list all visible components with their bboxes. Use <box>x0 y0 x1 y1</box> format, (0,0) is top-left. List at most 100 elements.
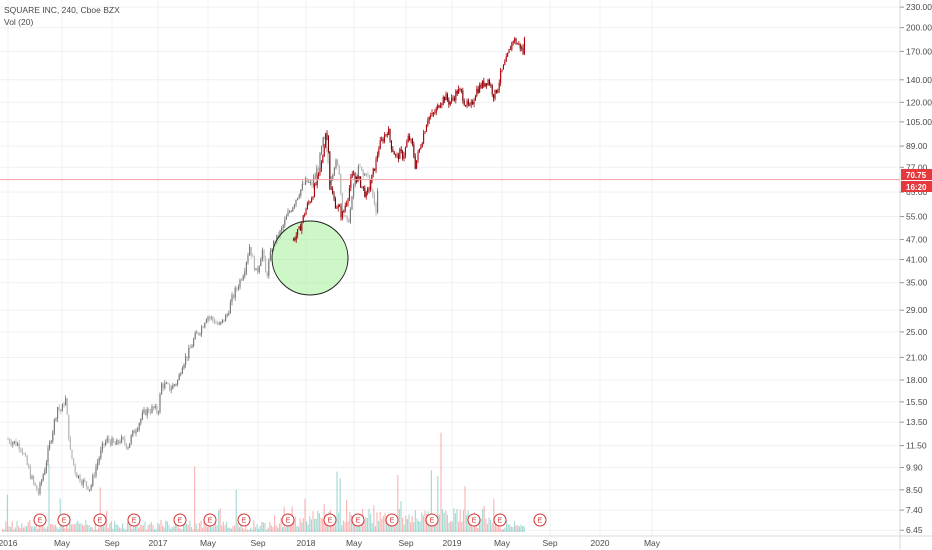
earnings-circle <box>33 513 47 527</box>
hist-candle-body <box>325 138 327 149</box>
proj-candle-body <box>341 212 343 218</box>
volume-bar <box>394 526 396 532</box>
countdown-value: 16:20 <box>906 183 927 192</box>
price-axis[interactable]: 6.45 7.40 8.50 9.90 11.50 13.50 15.50 18.00 21.0… <box>899 0 932 550</box>
proj-candle-body <box>516 43 518 45</box>
volume-bar <box>117 524 119 532</box>
proj-candle-body <box>334 198 336 209</box>
volume-bar <box>355 521 357 532</box>
proj-candle-body <box>451 97 453 102</box>
volume-bar <box>483 505 485 532</box>
earnings-marker[interactable]: E <box>425 513 439 527</box>
volume-bar <box>122 523 124 532</box>
volume-bar <box>213 526 215 532</box>
hist-candle-body <box>76 472 78 478</box>
hist-candle-body <box>111 438 113 446</box>
hist-candle-body <box>82 479 84 485</box>
earnings-letter: E <box>38 518 43 525</box>
hist-candle-body <box>45 462 47 471</box>
earnings-marker[interactable]: E <box>533 513 547 527</box>
hist-candle-body <box>263 250 265 259</box>
proj-candle-body <box>298 226 300 230</box>
volume-bar <box>98 527 100 532</box>
earnings-marker[interactable]: E <box>203 513 217 527</box>
hist-candle-body <box>129 443 131 448</box>
earnings-marker[interactable]: E <box>127 513 141 527</box>
earnings-circle <box>93 513 107 527</box>
hist-candle-body <box>149 412 151 414</box>
hist-candle-body <box>298 195 300 199</box>
earnings-marker[interactable]: E <box>173 513 187 527</box>
hist-candle-body <box>68 414 70 440</box>
volume-bar <box>296 525 298 532</box>
earnings-marker[interactable]: E <box>351 513 365 527</box>
hist-candle-body <box>55 418 57 420</box>
volume-bar <box>139 524 141 532</box>
volume-bar <box>320 517 322 532</box>
hist-candle-body <box>293 204 295 208</box>
proj-candle-body <box>383 135 385 142</box>
hist-candle-body <box>119 442 121 443</box>
volume-bar <box>186 523 188 532</box>
hist-candle-body <box>249 246 251 256</box>
volume-bar <box>384 513 386 532</box>
earnings-letter: E <box>178 518 183 525</box>
proj-candle-body <box>470 101 472 105</box>
volume-bar <box>278 523 280 532</box>
volume-bar <box>194 466 196 532</box>
hist-candle-body <box>90 485 92 490</box>
volume-bar <box>368 508 370 532</box>
volume-bar <box>434 524 436 532</box>
volume-bar <box>267 527 269 532</box>
volume-indicator-label[interactable]: Vol (20) <box>4 17 34 27</box>
volume-bar <box>363 520 365 532</box>
earnings-marker[interactable]: E <box>323 513 337 527</box>
proj-candle-body <box>469 104 471 106</box>
hist-candle-body <box>289 211 291 213</box>
volume-bar <box>302 517 304 532</box>
earnings-marker[interactable]: E <box>281 513 295 527</box>
volume-bar <box>408 514 410 532</box>
volume-bar <box>58 528 60 532</box>
y-tick-label: 7.40 <box>906 505 923 515</box>
hist-candle-body <box>295 199 297 205</box>
proj-candle-body <box>297 229 299 236</box>
volume-bar <box>114 521 116 532</box>
volume-bar <box>421 512 423 532</box>
time-axis[interactable]: 2016 May Sep 2017 May Sep 2018 May Sep 2019 May Sep… <box>0 535 932 548</box>
volume-bar <box>349 512 351 532</box>
hist-candle-body <box>202 326 204 328</box>
earnings-marker[interactable]: E <box>33 513 47 527</box>
volume-bar <box>304 498 306 532</box>
volume-bar <box>416 518 418 532</box>
earnings-marker[interactable]: E <box>57 513 71 527</box>
hist-candle-body <box>309 182 311 183</box>
volume-bar <box>488 517 490 532</box>
earnings-marker[interactable]: E <box>237 513 251 527</box>
volume-bar <box>238 527 240 532</box>
proj-candle-body <box>416 160 418 169</box>
volume-bar <box>32 526 34 532</box>
volume-bar <box>90 527 92 532</box>
hist-candle-body <box>365 173 367 175</box>
volume-bar <box>214 523 216 532</box>
earnings-marker[interactable]: E <box>493 513 507 527</box>
volume-bar <box>198 522 200 532</box>
hist-candle-body <box>218 323 220 325</box>
volume-bar <box>27 521 29 532</box>
volume-bar <box>237 522 239 532</box>
earnings-marker[interactable]: E <box>385 513 399 527</box>
proj-candle-body <box>486 83 488 86</box>
symbol-title[interactable]: SQUARE INC, 240, Cboe BZX <box>4 5 120 15</box>
volume-bar <box>486 523 488 532</box>
x-tick-label: May <box>200 538 217 548</box>
hist-candle-body <box>42 474 44 481</box>
hist-candle-body <box>269 251 271 261</box>
earnings-marker[interactable]: E <box>467 513 481 527</box>
volume-bar <box>379 511 381 532</box>
volume-bar <box>235 489 237 532</box>
earnings-marker[interactable]: E <box>93 513 107 527</box>
proj-candle-body <box>497 89 499 93</box>
